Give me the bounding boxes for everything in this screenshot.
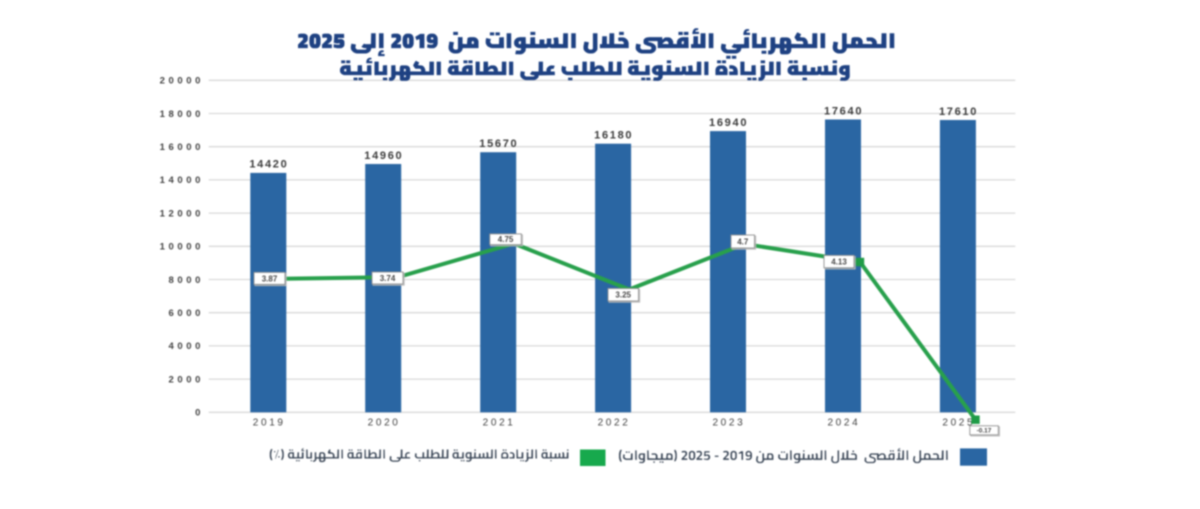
svg-text:16940: 16940 — [709, 117, 748, 129]
svg-text:2025: 2025 — [942, 418, 975, 429]
svg-text:20000: 20000 — [160, 76, 204, 87]
svg-text:18000: 18000 — [160, 109, 204, 120]
svg-text:14000: 14000 — [160, 175, 204, 186]
svg-text:8000: 8000 — [168, 275, 204, 286]
svg-text:3.25: 3.25 — [615, 291, 631, 300]
svg-text:17640: 17640 — [824, 105, 863, 117]
svg-text:16000: 16000 — [160, 142, 204, 153]
svg-text:14960: 14960 — [364, 150, 403, 162]
svg-text:3.87: 3.87 — [262, 274, 278, 283]
svg-text:2020: 2020 — [368, 418, 401, 429]
svg-text:-0.17: -0.17 — [977, 428, 992, 435]
svg-text:2022: 2022 — [598, 418, 631, 429]
svg-text:2024: 2024 — [827, 418, 860, 429]
svg-text:3.74: 3.74 — [380, 274, 396, 283]
svg-text:12000: 12000 — [160, 208, 204, 219]
svg-text:14420: 14420 — [249, 159, 288, 171]
svg-text:4000: 4000 — [168, 341, 204, 352]
svg-text:15670: 15670 — [479, 138, 518, 150]
svg-text:4.75: 4.75 — [498, 235, 514, 244]
svg-text:2021: 2021 — [483, 418, 516, 429]
svg-text:2019: 2019 — [253, 418, 286, 429]
svg-text:10000: 10000 — [160, 242, 204, 253]
svg-text:2023: 2023 — [712, 418, 745, 429]
svg-text:4.7: 4.7 — [737, 237, 749, 246]
svg-text:6000: 6000 — [168, 308, 204, 319]
svg-text:2000: 2000 — [168, 374, 204, 385]
svg-text:0: 0 — [195, 408, 204, 419]
svg-text:4.13: 4.13 — [831, 258, 847, 267]
svg-text:17610: 17610 — [939, 106, 978, 118]
svg-text:16180: 16180 — [594, 130, 633, 142]
